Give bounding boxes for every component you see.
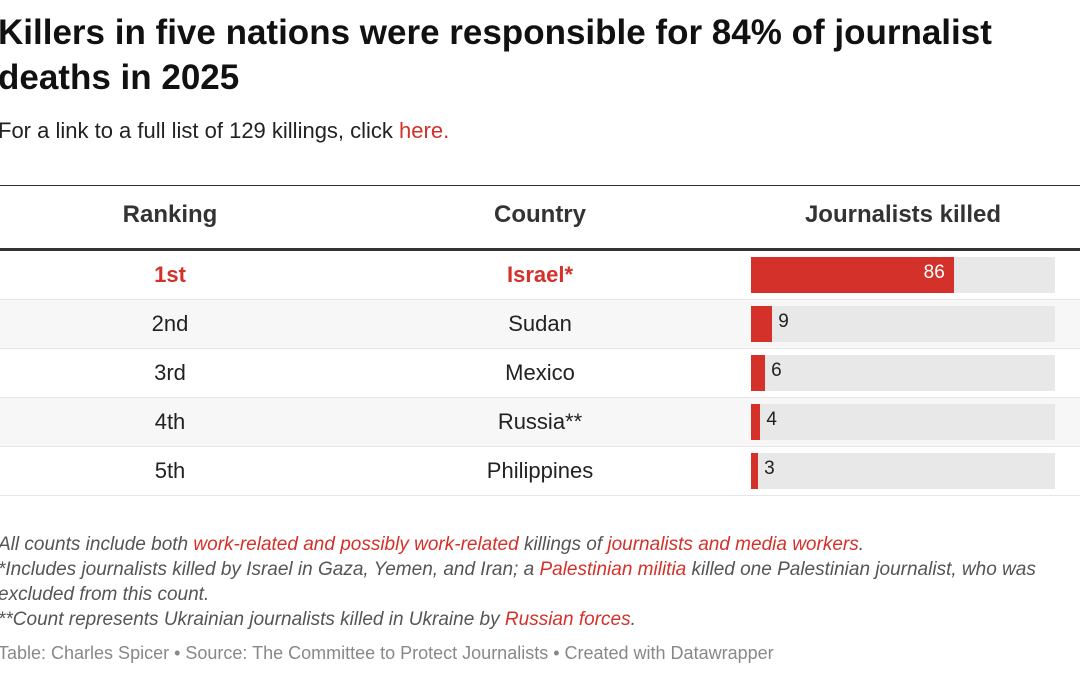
note-text: **Count represents Ukrainian journalists… (0, 609, 505, 630)
ranking-cell: 3rd (154, 360, 186, 385)
header-rule (0, 248, 1080, 251)
bar-value-label: 4 (766, 409, 777, 430)
bar-track: 6 (751, 355, 1055, 391)
note-text: *Includes journalists killed by Israel i… (0, 559, 540, 580)
table-row: 1st Israel* 86 (0, 251, 1080, 300)
note-2: *Includes journalists killed by Israel i… (0, 557, 1068, 607)
bar (751, 453, 759, 489)
country-cell: Mexico (505, 360, 575, 385)
note-text: All counts include both (0, 534, 194, 555)
header-journalists-killed[interactable]: Journalists killed (804, 201, 1002, 228)
palestinian-militia-link[interactable]: Palestinian militia (539, 559, 687, 580)
bar-track: 3 (751, 453, 1055, 489)
table-row: 4th Russia** 4 (0, 398, 1080, 447)
top-rule (0, 185, 1080, 186)
bar (751, 257, 954, 293)
bar (751, 355, 766, 391)
note-text: . (630, 609, 636, 630)
header-country[interactable]: Country (494, 201, 586, 228)
notes: All counts include both work-related and… (0, 532, 1068, 632)
note-text: killed one Palestinian journalist, who w… (0, 559, 1036, 605)
subtitle-text: For a link to a full list of 129 killing… (0, 118, 400, 143)
ranking-cell: 2nd (151, 311, 189, 336)
ranking-cell: 1st (154, 262, 186, 287)
russian-forces-link[interactable]: Russian forces (504, 609, 631, 630)
ranking-cell: 4th (154, 409, 186, 434)
journalists-link[interactable]: journalists and media workers (607, 534, 859, 555)
bar-track: 9 (751, 306, 1055, 342)
bar-value-label: 86 (923, 262, 945, 283)
bar-value-label: 3 (764, 458, 775, 479)
bar-value-label: 9 (778, 311, 789, 332)
chart-title: Killers in five nations were responsible… (0, 13, 992, 97)
note-text: killings of (518, 534, 608, 555)
bar (751, 306, 773, 342)
header-ranking[interactable]: Ranking (122, 201, 218, 228)
chart-subtitle: For a link to a full list of 129 killing… (0, 118, 449, 144)
note-1: All counts include both work-related and… (0, 532, 1068, 557)
bar-value-label: 6 (771, 360, 782, 381)
note-text: . (858, 534, 864, 555)
bar-track: 4 (751, 404, 1055, 440)
country-cell: Russia** (497, 409, 583, 434)
full-list-link[interactable]: here. (399, 118, 450, 143)
country-cell: Sudan (508, 311, 572, 336)
table-row: 5th Philippines 3 (0, 447, 1080, 496)
country-cell: Philippines (486, 458, 594, 483)
ranking-cell: 5th (154, 458, 186, 483)
work-related-link[interactable]: work-related and possibly work-related (193, 534, 519, 555)
table-row: 3rd Mexico 6 (0, 349, 1080, 398)
bar (751, 404, 761, 440)
table-row: 2nd Sudan 9 (0, 300, 1080, 349)
bar-track: 86 (751, 257, 1055, 293)
note-3: **Count represents Ukrainian journalists… (0, 607, 1068, 632)
country-cell: Israel* (506, 262, 574, 287)
credit-line: Table: Charles Spicer • Source: The Comm… (0, 643, 774, 663)
